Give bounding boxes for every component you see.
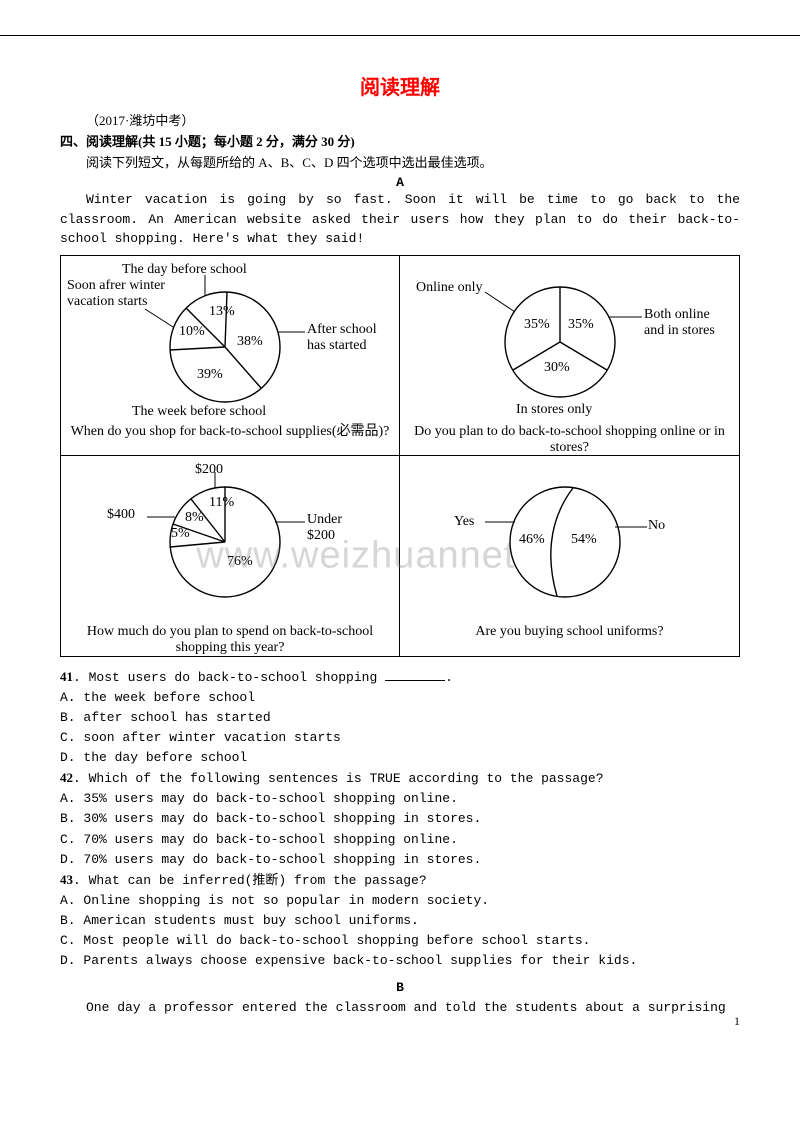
c1-label-soon2: vacation starts — [67, 294, 147, 310]
c2-stores: In stores only — [516, 402, 592, 418]
c3-p5: 5% — [171, 526, 190, 542]
q42-A: A. 35% users may do back-to-school shopp… — [60, 789, 740, 809]
q43-A: A. Online shopping is not so popular in … — [60, 891, 740, 911]
c1-caption: When do you shop for back-to-school supp… — [67, 424, 393, 441]
q43-C: C. Most people will do back-to-school sh… — [60, 931, 740, 951]
c2-both1: Both online — [644, 307, 710, 323]
q41-D: D. the day before school — [60, 748, 740, 768]
c3-s400: $400 — [107, 507, 135, 523]
passage-marker-a: A — [60, 175, 740, 190]
c1-p39: 39% — [197, 367, 223, 383]
exam-tag: （2017·潍坊中考） — [60, 110, 740, 129]
q42-C: C. 70% users may do back-to-school shopp… — [60, 830, 740, 850]
q41-A: A. the week before school — [60, 688, 740, 708]
questions-block: 4141. Most users do back-to-school shopp… — [60, 667, 740, 1018]
pie-chart-3: $200 $400 Under $200 11% 8% 5% 76% — [67, 462, 393, 622]
q42-B: B. 30% users may do back-to-school shopp… — [60, 809, 740, 829]
chart-cell-2: Online only Both online and in stores In… — [400, 256, 739, 456]
c1-label-after2: has started — [307, 338, 366, 354]
pie-chart-1: The day before school Soon afrer winter … — [67, 262, 393, 422]
passage-b: One day a professor entered the classroo… — [60, 998, 740, 1018]
section-header: 四、阅读理解(共 15 小题；每小题 2 分，满分 30 分) — [60, 131, 740, 150]
c2-online: Online only — [416, 280, 483, 296]
c1-label-after1: After school — [307, 322, 377, 338]
q41-stem: 4141. Most users do back-to-school shopp… — [60, 667, 740, 688]
q42-stem: 42. Which of the following sentences is … — [60, 768, 740, 789]
charts-grid: The day before school Soon afrer winter … — [60, 255, 740, 657]
c4-p54: 54% — [571, 532, 597, 548]
c1-p10: 10% — [179, 324, 205, 340]
q42-D: D. 70% users may do back-to-school shopp… — [60, 850, 740, 870]
q43-B: B. American students must buy school uni… — [60, 911, 740, 931]
page-number: 1 — [734, 1014, 740, 1029]
q42-stem-text: Which of the following sentences is TRUE… — [89, 771, 604, 786]
pie-chart-4: Yes No 46% 54% — [406, 462, 733, 622]
instruction: 阅读下列短文，从每题所给的 A、B、C、D 四个选项中选出最佳选项。 — [60, 152, 740, 171]
pie-chart-2: Online only Both online and in stores In… — [406, 262, 733, 422]
c3-p8: 8% — [185, 510, 204, 526]
c2-p35a: 35% — [524, 317, 550, 333]
c3-s200: $200 — [195, 462, 223, 478]
c1-label-soon1: Soon afrer winter — [67, 278, 165, 294]
page-title: 阅读理解 — [60, 71, 740, 100]
c4-yes: Yes — [454, 514, 474, 530]
c2-caption: Do you plan to do back-to-school shoppin… — [406, 424, 733, 458]
c3-p76: 76% — [227, 554, 253, 570]
q41-C: C. soon after winter vacation starts — [60, 728, 740, 748]
c4-no: No — [648, 518, 665, 534]
c3-p11: 11% — [209, 495, 234, 511]
passage-a: Winter vacation is going by so fast. Soo… — [60, 190, 740, 249]
chart-cell-4: Yes No 46% 54% Are you buying school uni… — [400, 456, 739, 656]
c4-p46: 46% — [519, 532, 545, 548]
q43-stem: 43. What can be inferred(推断) from the pa… — [60, 870, 740, 891]
c2-both2: and in stores — [644, 323, 715, 339]
q41-B: B. after school has started — [60, 708, 740, 728]
chart-cell-3: $200 $400 Under $200 11% 8% 5% 76% How m… — [61, 456, 400, 656]
c1-label-weekbefore: The week before school — [132, 404, 266, 420]
c1-p13: 13% — [209, 304, 235, 320]
c3-caption: How much do you plan to spend on back-to… — [67, 624, 393, 658]
chart-cell-1: The day before school Soon afrer winter … — [61, 256, 400, 456]
c1-label-daybefore: The day before school — [122, 262, 247, 278]
page-root: 阅读理解 （2017·潍坊中考） 四、阅读理解(共 15 小题；每小题 2 分，… — [0, 35, 800, 1037]
c4-caption: Are you buying school uniforms? — [406, 624, 733, 641]
passage-marker-b: B — [60, 978, 740, 998]
c2-p35b: 35% — [568, 317, 594, 333]
blank-icon — [385, 680, 445, 681]
c1-p38: 38% — [237, 334, 263, 350]
q43-stem-text: What can be inferred(推断) from the passag… — [89, 873, 427, 888]
c3-under2: $200 — [307, 528, 335, 544]
q43-D: D. Parents always choose expensive back-… — [60, 951, 740, 971]
c3-under1: Under — [307, 512, 342, 528]
c2-p30: 30% — [544, 360, 570, 376]
